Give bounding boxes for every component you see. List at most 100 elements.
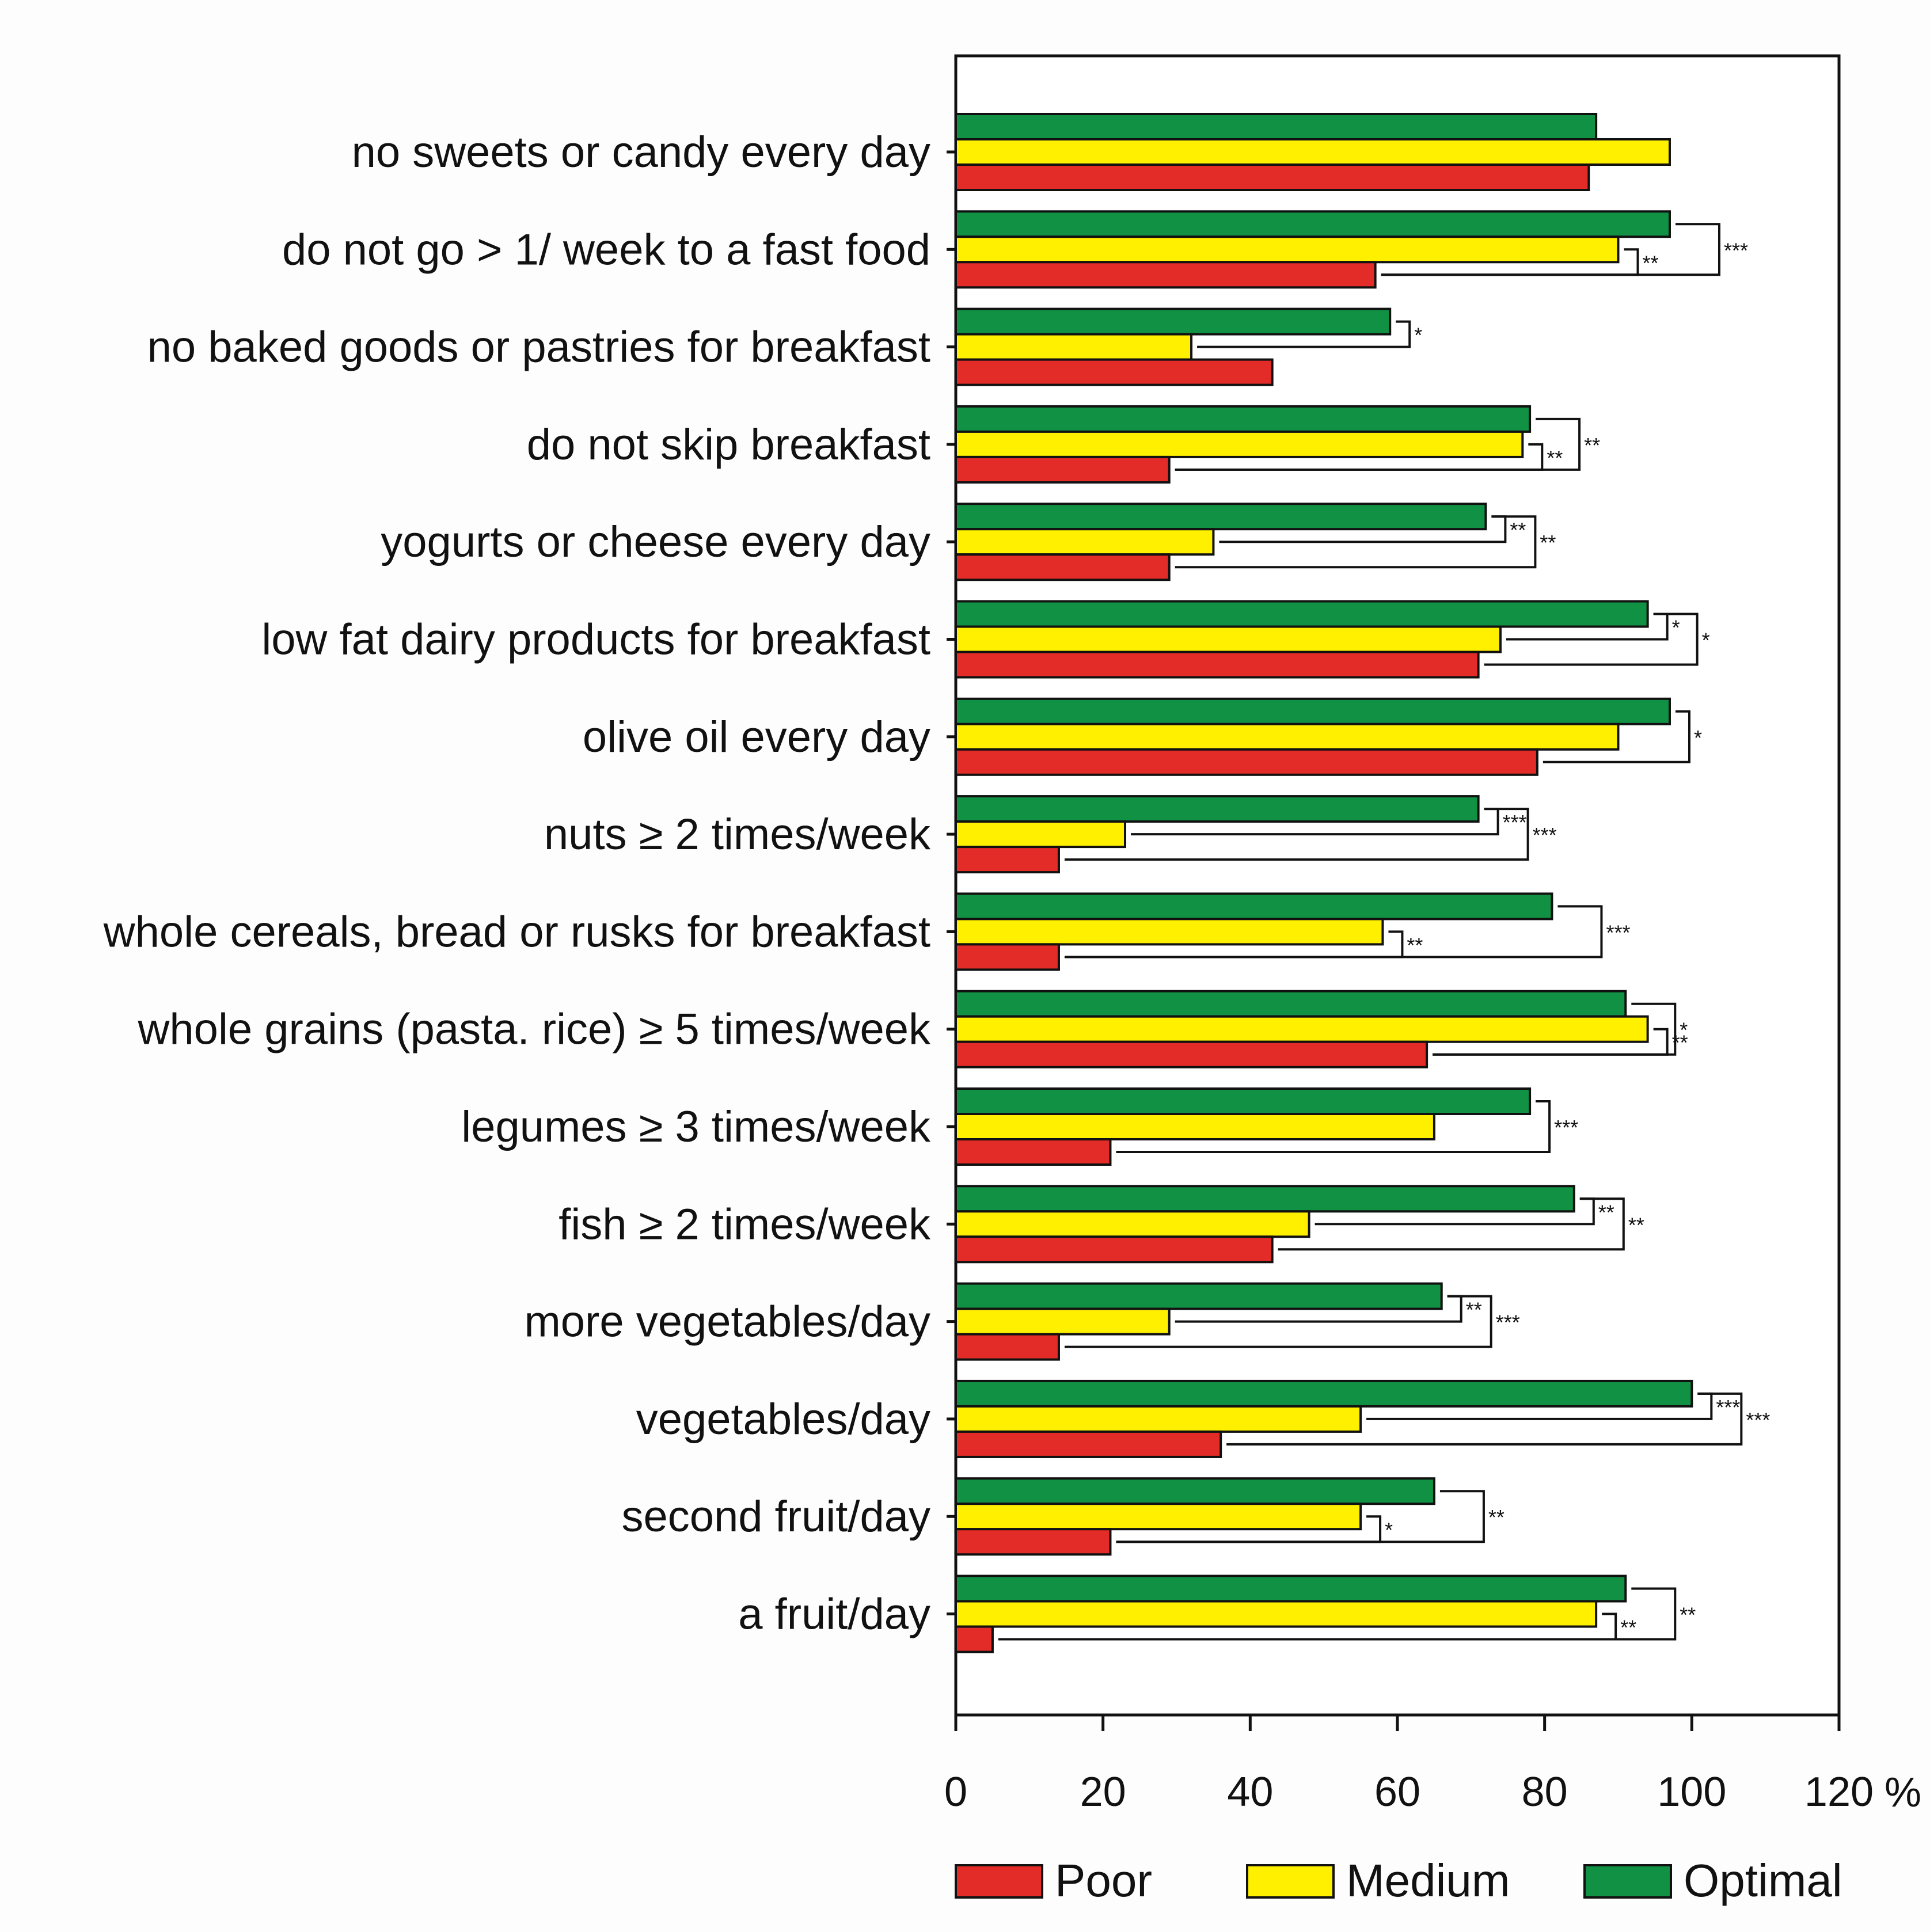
- significance-label: ***: [1716, 1395, 1740, 1419]
- category-label-vegetables-day: vegetables/day: [636, 1395, 930, 1444]
- significance-bracket: [1175, 515, 1537, 569]
- x-tick-label: 40: [1227, 1769, 1273, 1815]
- category-label-no-baked-goods-or-pastries-for-breakfast: no baked goods or pastries for breakfast: [147, 323, 930, 372]
- bar-optimal-vegetables-day: [955, 1379, 1693, 1408]
- bar-medium-yogurts-or-cheese-every-day: [955, 528, 1215, 556]
- significance-bracket: [1064, 808, 1529, 861]
- significance-bracket: [1278, 1197, 1625, 1251]
- x-tick-label: 0: [944, 1769, 967, 1815]
- legend: Poor Medium Optimal: [955, 1855, 1842, 1906]
- bar-medium-low-fat-dairy-products-for-breakfast: [955, 625, 1502, 653]
- x-tick-label: 20: [1080, 1769, 1126, 1815]
- category-label-whole-grains-pasta-rice-5-times-week: whole grains (pasta. rice) ≥ 5 times/wee…: [138, 1005, 931, 1054]
- significance-bracket: [1381, 223, 1720, 276]
- category-label-do-not-go-1-week-to-a-fast-food: do not go > 1/ week to a fast food: [282, 225, 930, 274]
- category-label-fish-2-times-week: fish ≥ 2 times/week: [559, 1200, 931, 1249]
- significance-label: *: [1702, 629, 1710, 652]
- significance-label: ***: [1533, 823, 1557, 847]
- significance-label: ***: [1554, 1116, 1578, 1139]
- bar-poor-more-vegetables-day: [955, 1333, 1060, 1361]
- category-label-a-fruit-day: a fruit/day: [738, 1590, 930, 1639]
- bar-optimal-low-fat-dairy-products-for-breakfast: [955, 600, 1649, 628]
- significance-bracket: [1116, 1100, 1551, 1153]
- bar-medium-vegetables-day: [955, 1405, 1362, 1433]
- bar-medium-olive-oil-every-day: [955, 722, 1620, 751]
- bar-optimal-yogurts-or-cheese-every-day: [955, 503, 1487, 531]
- significance-bracket: [1226, 1392, 1743, 1446]
- bar-optimal-more-vegetables-day: [955, 1282, 1443, 1310]
- significance-label: **: [1466, 1298, 1482, 1322]
- significance-label: **: [1488, 1505, 1505, 1529]
- bar-optimal-whole-grains-pasta-rice-5-times-week: [955, 990, 1627, 1018]
- x-axis: 0 20 40 60 80 100 120: [944, 1715, 1874, 1815]
- significance-bracket: [1116, 1490, 1485, 1543]
- category-label-yogurts-or-cheese-every-day: yogurts or cheese every day: [381, 518, 930, 566]
- bar-medium-no-baked-goods-or-pastries-for-breakfast: [955, 333, 1193, 361]
- bar-poor-no-baked-goods-or-pastries-for-breakfast: [955, 358, 1274, 386]
- x-tick-label: 80: [1522, 1769, 1568, 1815]
- significance-label: **: [1598, 1200, 1614, 1224]
- significance-label: **: [1584, 433, 1600, 457]
- bar-optimal-olive-oil-every-day: [955, 697, 1671, 725]
- significance-bracket: [1433, 1002, 1677, 1056]
- bar-optimal-second-fruit-day: [955, 1477, 1435, 1505]
- significance-label: **: [1620, 1616, 1636, 1640]
- significance-layer: ****************************************…: [998, 223, 1770, 1641]
- significance-bracket: [1543, 710, 1690, 763]
- bar-optimal-do-not-go-1-week-to-a-fast-food: [955, 210, 1671, 238]
- bar-medium-more-vegetables-day: [955, 1307, 1171, 1336]
- bar-poor-legumes-3-times-week: [955, 1138, 1112, 1166]
- category-label-no-sweets-or-candy-every-day: no sweets or candy every day: [352, 128, 930, 177]
- bar-medium-whole-grains-pasta-rice-5-times-week: [955, 1015, 1649, 1043]
- significance-label: **: [1643, 251, 1659, 275]
- category-label-nuts-2-times-week: nuts ≥ 2 times/week: [544, 810, 931, 859]
- bar-medium-a-fruit-day: [955, 1600, 1598, 1628]
- category-label-legumes-3-times-week: legumes ≥ 3 times/week: [461, 1102, 931, 1151]
- bar-optimal-whole-cereals-bread-or-rusks-for-breakfast: [955, 892, 1553, 921]
- significance-label: ***: [1606, 921, 1630, 944]
- legend-label-poor: Poor: [1055, 1855, 1152, 1906]
- significance-label: **: [1547, 446, 1563, 470]
- x-tick-label: 60: [1374, 1769, 1420, 1815]
- bar-medium-whole-cereals-bread-or-rusks-for-breakfast: [955, 918, 1384, 946]
- significance-label: ***: [1724, 238, 1748, 262]
- bar-poor-second-fruit-day: [955, 1528, 1112, 1556]
- bar-medium-do-not-go-1-week-to-a-fast-food: [955, 235, 1620, 264]
- legend-label-optimal: Optimal: [1684, 1855, 1842, 1906]
- significance-bracket: [998, 1587, 1677, 1641]
- significance-bracket: [1064, 905, 1603, 959]
- bar-poor-whole-cereals-bread-or-rusks-for-breakfast: [955, 943, 1060, 971]
- category-label-whole-cereals-bread-or-rusks-for-breakfast: whole cereals, bread or rusks for breakf…: [103, 907, 930, 956]
- category-label-do-not-skip-breakfast: do not skip breakfast: [527, 420, 930, 469]
- significance-bracket: [1197, 320, 1411, 348]
- category-label-second-fruit-day: second fruit/day: [621, 1492, 930, 1541]
- significance-label: ***: [1503, 811, 1527, 834]
- x-tick-label: 100: [1657, 1769, 1726, 1815]
- bar-poor-a-fruit-day: [955, 1625, 994, 1653]
- bar-medium-no-sweets-or-candy-every-day: [955, 138, 1671, 166]
- significance-label: ***: [1746, 1408, 1770, 1432]
- significance-label: **: [1407, 933, 1423, 957]
- bars-layer: [955, 113, 1693, 1653]
- significance-bracket: [1064, 1295, 1492, 1348]
- significance-label: *: [1680, 1018, 1688, 1042]
- legend-swatch-optimal: [1583, 1864, 1672, 1899]
- bar-optimal-do-not-skip-breakfast: [955, 405, 1532, 433]
- bar-optimal-no-sweets-or-candy-every-day: [955, 113, 1598, 140]
- significance-label: *: [1672, 616, 1680, 640]
- x-tick-label: 120: [1804, 1769, 1874, 1815]
- bar-poor-yogurts-or-cheese-every-day: [955, 553, 1171, 581]
- bar-optimal-fish-2-times-week: [955, 1185, 1575, 1213]
- significance-label: **: [1628, 1213, 1644, 1237]
- category-label-olive-oil-every-day: olive oil every day: [583, 713, 930, 762]
- significance-label: *: [1414, 324, 1422, 347]
- significance-label: **: [1510, 518, 1526, 542]
- significance-bracket: [1484, 613, 1699, 666]
- bar-poor-no-sweets-or-candy-every-day: [955, 163, 1590, 191]
- category-label-more-vegetables-day: more vegetables/day: [524, 1298, 930, 1347]
- plot-area-frame: [954, 54, 1841, 1717]
- significance-label: **: [1540, 531, 1556, 554]
- bar-poor-vegetables-day: [955, 1430, 1222, 1458]
